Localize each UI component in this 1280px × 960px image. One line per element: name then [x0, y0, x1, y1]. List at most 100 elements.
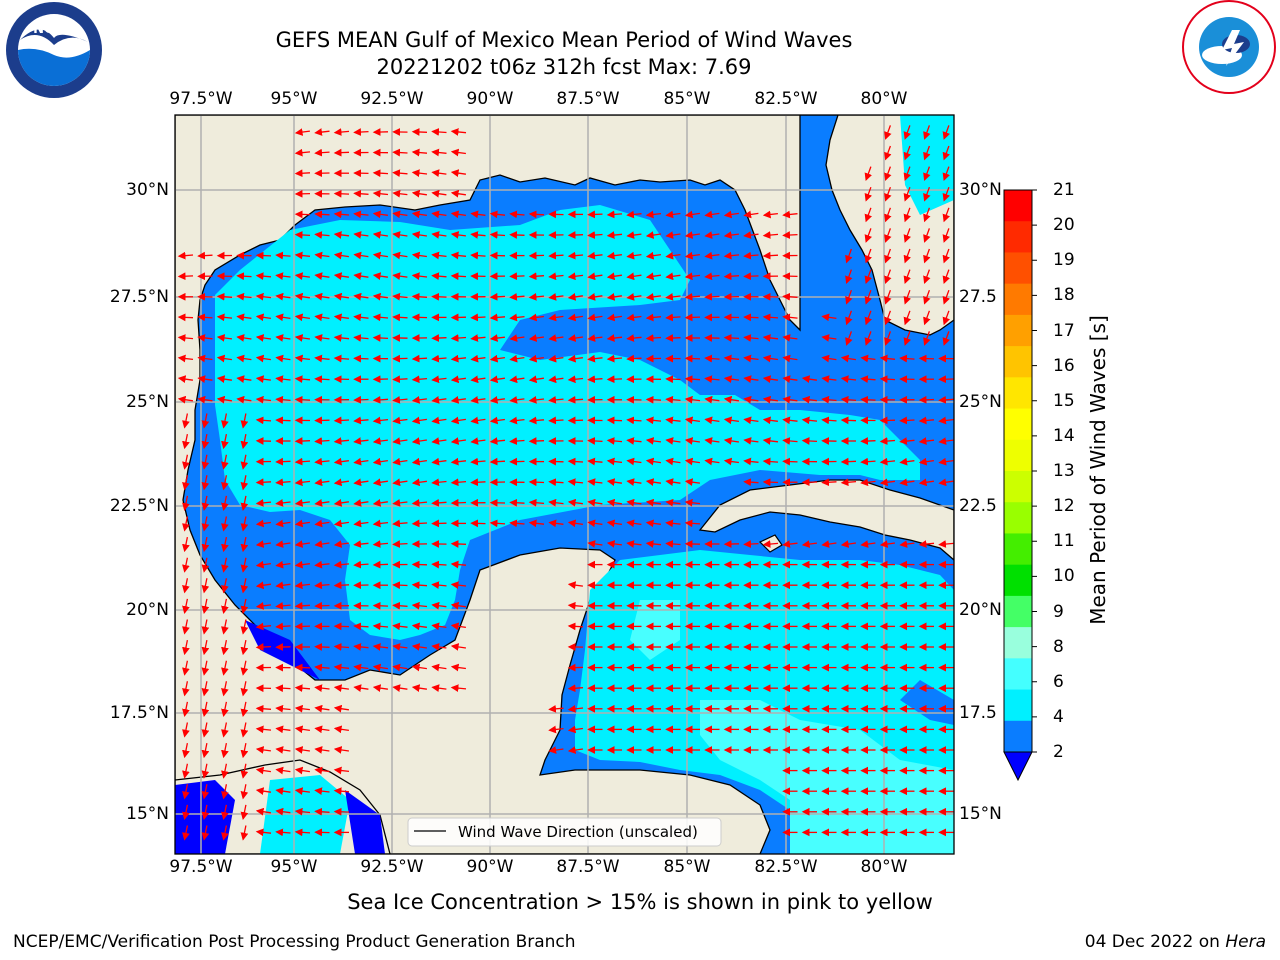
wind-arrow: [221, 660, 229, 676]
wind-arrow: [918, 437, 935, 445]
colorbar-label: 18: [1053, 285, 1075, 306]
wind-arrow: [743, 395, 759, 404]
lon-tick-label: 95°W: [270, 89, 318, 109]
wind-arrow: [450, 581, 467, 590]
wind-arrow: [294, 313, 310, 322]
wind-arrow: [431, 334, 447, 342]
colorbar-segment: [1004, 471, 1032, 503]
wind-arrow: [372, 457, 388, 466]
wind-arrow: [626, 272, 642, 281]
wind-arrow: [314, 148, 330, 157]
wind-arrow: [567, 251, 584, 260]
wind-arrow: [177, 354, 194, 363]
wind-arrow: [840, 354, 856, 363]
wind-arrow: [255, 622, 272, 631]
wind-arrow: [255, 478, 272, 487]
wind-arrow: [431, 210, 447, 219]
wind-arrow: [333, 334, 350, 342]
wind-arrow: [314, 292, 330, 301]
wind-arrow: [884, 207, 892, 223]
wind-arrow: [411, 601, 428, 610]
footer-host: Hera: [1225, 932, 1266, 952]
wind-arrow: [567, 375, 584, 384]
wind-arrow: [294, 395, 311, 404]
wind-arrow: [221, 578, 229, 594]
wind-arrow: [743, 457, 759, 466]
wind-arrow: [923, 228, 931, 243]
wind-arrow: [528, 272, 545, 281]
wind-arrow: [743, 540, 759, 548]
wind-arrow: [782, 354, 798, 363]
wind-arrow: [411, 375, 428, 384]
colorbar-segment: [1004, 533, 1032, 566]
wind-arrow: [567, 334, 583, 342]
wind-arrow: [567, 231, 584, 239]
wind-arrow: [255, 581, 271, 590]
wind-arrow: [782, 334, 798, 342]
wind-arrow: [821, 416, 837, 425]
wind-arrow: [884, 269, 892, 285]
wind-arrow: [353, 663, 369, 672]
wind-arrow: [704, 210, 720, 219]
wind-arrow: [801, 416, 818, 425]
colorbar-label: 11: [1053, 531, 1075, 552]
wind-arrow: [548, 519, 564, 528]
wind-arrow: [314, 725, 330, 734]
wind-arrow: [182, 413, 190, 429]
wind-arrow: [864, 207, 872, 223]
wind-arrow: [294, 272, 310, 281]
legend-label: Wind Wave Direction (unscaled): [458, 823, 698, 841]
wind-arrow: [801, 395, 817, 404]
wind-arrow: [294, 519, 310, 528]
wind-arrow: [411, 457, 427, 466]
wind-arrow: [567, 395, 584, 404]
wind-arrow: [255, 313, 271, 322]
wind-arrow: [938, 478, 954, 487]
wind-arrow: [314, 478, 330, 487]
wind-arrow: [333, 313, 349, 322]
wind-arrow: [645, 251, 661, 260]
wind-arrow: [606, 478, 622, 486]
wind-arrow: [548, 416, 564, 425]
wind-arrow: [923, 248, 931, 264]
wind-arrow: [665, 251, 681, 260]
wind-arrow: [333, 746, 349, 754]
wind-arrow: [275, 622, 291, 631]
wind-arrow: [221, 784, 229, 800]
wind-arrow: [333, 416, 350, 425]
wind-arrow: [860, 437, 876, 445]
wind-arrow: [450, 128, 467, 136]
wind-arrow: [294, 746, 310, 754]
wind-arrow: [216, 292, 233, 301]
wind-arrow: [411, 437, 427, 445]
wind-arrow: [392, 292, 408, 301]
wind-arrow: [509, 210, 525, 219]
wind-arrow: [255, 272, 272, 281]
wind-arrow: [840, 416, 857, 425]
wind-arrow: [470, 416, 486, 425]
wind-arrow: [723, 457, 739, 466]
wind-arrow: [489, 334, 505, 342]
wind-arrow: [942, 207, 950, 223]
wind-arrow: [903, 166, 911, 182]
map-frame: [174, 114, 955, 855]
wind-arrow: [762, 457, 779, 466]
wind-arrow: [275, 601, 291, 610]
wind-arrow: [626, 498, 642, 507]
wind-arrow: [372, 189, 389, 198]
wind-arrow: [240, 681, 249, 697]
wind-arrow: [333, 499, 349, 507]
colorbar-label: 6: [1053, 671, 1064, 692]
wind-arrow: [528, 498, 545, 507]
wind-arrow: [314, 251, 330, 260]
wind-arrow: [392, 457, 408, 466]
wind-arrow: [392, 210, 408, 219]
lat-tick-label-left: 27.5°N: [109, 287, 169, 307]
wind-arrow: [450, 148, 466, 157]
wind-arrow: [333, 354, 350, 363]
wind-arrow: [665, 375, 681, 384]
wind-arrow: [489, 416, 505, 425]
wind-arrow: [606, 457, 623, 466]
wind-arrow: [743, 251, 759, 260]
wind-arrow: [216, 395, 232, 404]
